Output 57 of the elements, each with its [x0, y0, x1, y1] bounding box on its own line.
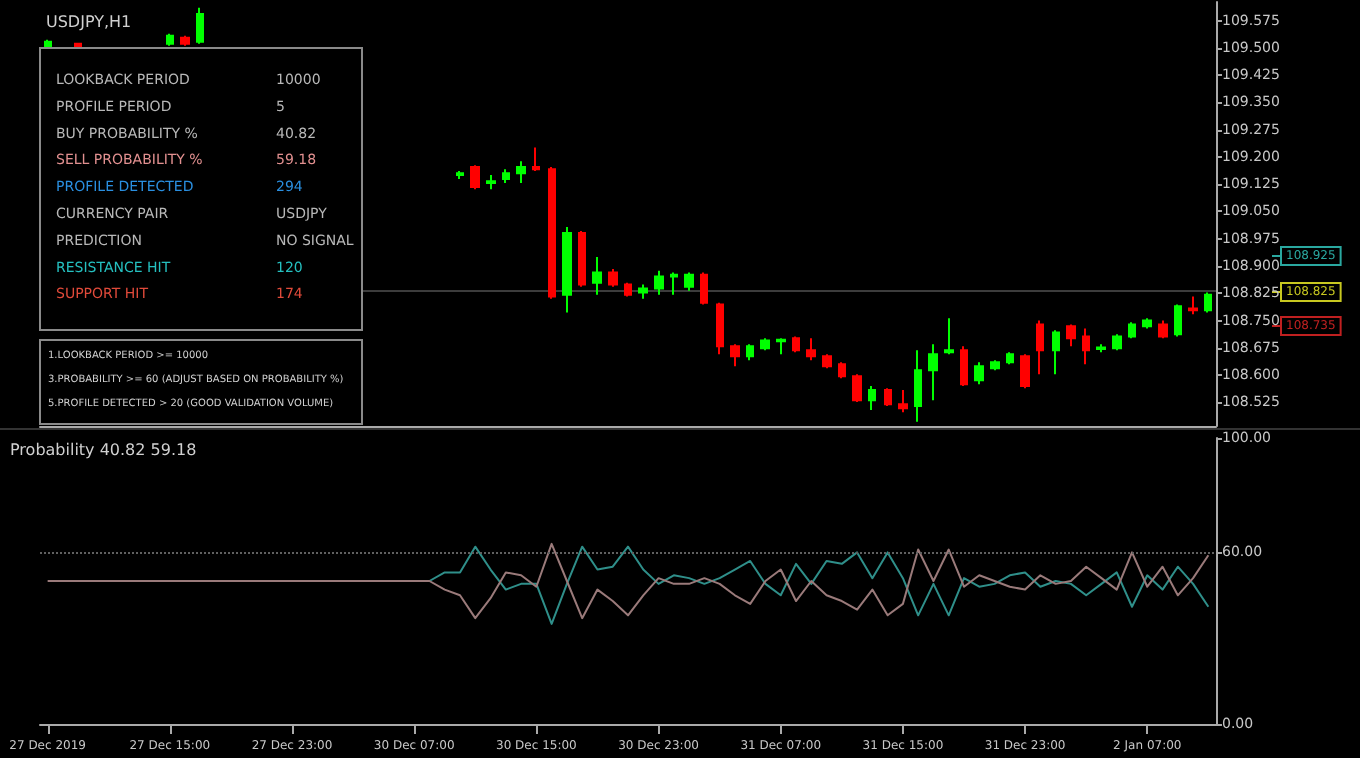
candlestick [1128, 321, 1136, 340]
candlestick [806, 337, 816, 362]
candlestick [914, 349, 922, 423]
candlestick [730, 343, 740, 368]
candlestick [944, 317, 954, 356]
candlestick [166, 32, 174, 47]
line-series [46, 542, 1210, 620]
candlestick [1020, 353, 1030, 390]
candlestick [822, 353, 832, 370]
chart-title: Probability 40.82 59.18 [10, 441, 197, 459]
candlestick [990, 359, 1000, 372]
candlestick [776, 337, 786, 356]
candlestick [486, 174, 496, 191]
candlestick [1112, 333, 1122, 352]
candlestick [838, 361, 846, 380]
candlestick [684, 271, 694, 292]
candlestick [608, 267, 618, 288]
candlestick [532, 146, 540, 173]
candlestick [670, 271, 678, 296]
candlestick [548, 166, 556, 300]
candlestick [1082, 327, 1090, 366]
candlestick [1188, 295, 1198, 316]
candlestick [928, 343, 938, 402]
candlestick [760, 337, 770, 352]
candlestick [1174, 303, 1182, 338]
text: USDJPY,H1 [46, 13, 132, 31]
candlestick [884, 387, 892, 407]
candlestick [562, 226, 572, 314]
candlestick [852, 373, 862, 403]
candlestick [1052, 329, 1060, 376]
candlestick [638, 283, 648, 300]
candlestick [1036, 319, 1044, 376]
line-series [428, 545, 1210, 625]
candlestick [974, 361, 984, 386]
candlestick [1204, 291, 1212, 314]
candlestick [654, 269, 664, 296]
candlestick [960, 345, 968, 387]
candlestick [746, 343, 754, 362]
candlestick [470, 164, 480, 191]
candlestick [1006, 351, 1014, 366]
candlestick [180, 34, 190, 47]
candlestick [624, 281, 632, 298]
candlestick [792, 335, 800, 354]
candlestick [502, 168, 510, 185]
candlestick [516, 160, 526, 185]
candlestick [1158, 319, 1168, 340]
candlestick [1096, 343, 1106, 354]
candlestick [898, 389, 908, 414]
candlestick [592, 255, 602, 296]
candlestick [1142, 317, 1152, 330]
candlestick [1066, 323, 1076, 348]
candlestick [868, 385, 876, 411]
candlestick [578, 230, 586, 288]
candlestick [700, 271, 708, 306]
candlestick [716, 301, 724, 356]
candlestick [196, 6, 204, 45]
candlestick [456, 170, 464, 181]
